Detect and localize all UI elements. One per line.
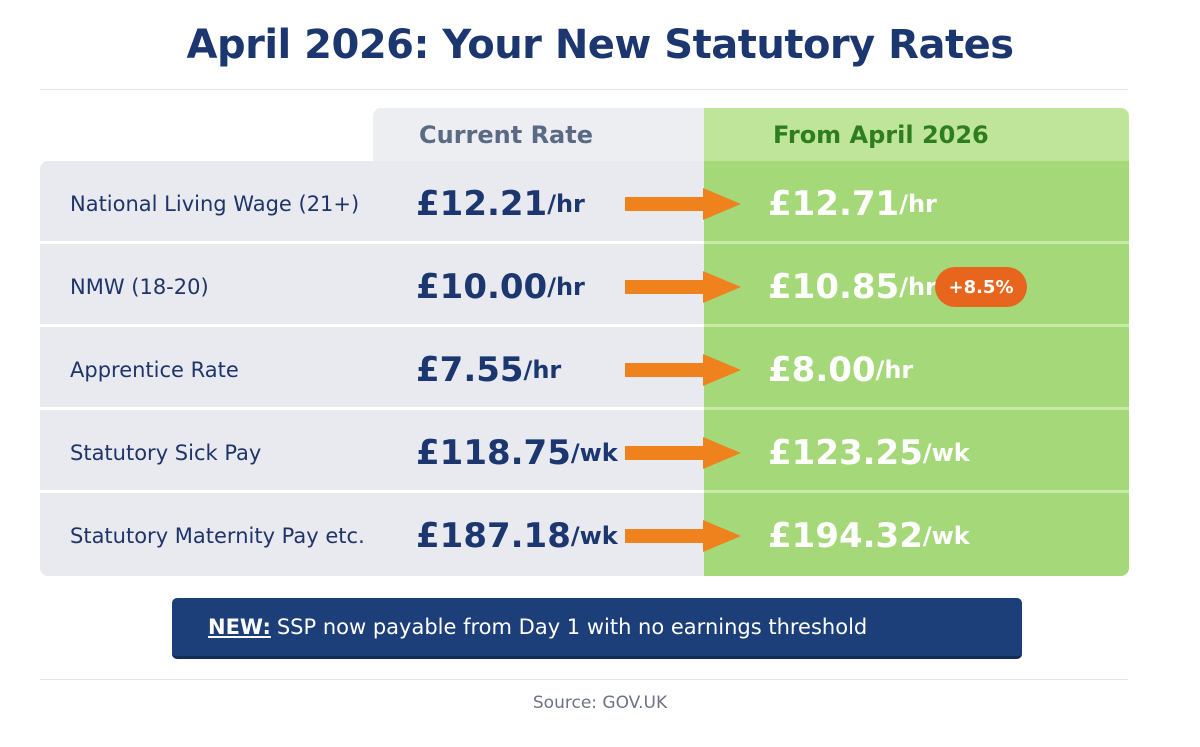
row-separator <box>40 324 1129 327</box>
increase-badge: +8.5% <box>935 267 1027 307</box>
column-header-current: Current Rate <box>373 108 704 161</box>
current-rate-value: £7.55 <box>416 350 524 390</box>
new-rate: £12.71/hr <box>768 164 937 244</box>
row-label: Statutory Maternity Pay etc. <box>70 524 365 548</box>
current-rate: £187.18/wk <box>416 496 618 576</box>
column-header-new: From April 2026 <box>704 108 1129 161</box>
new-rate-unit: /wk <box>922 439 970 467</box>
new-rate-value: £123.25 <box>768 433 923 473</box>
current-rate-value: £12.21 <box>416 184 548 224</box>
rates-table: Current Rate From April 2026 National Li… <box>40 108 1129 576</box>
new-rate: £194.32/wk <box>768 496 970 576</box>
row-separator <box>704 407 1129 410</box>
new-rate-unit: /hr <box>899 273 937 301</box>
ssp-notice-banner: NEW: SSP now payable from Day 1 with no … <box>172 598 1022 659</box>
current-rate-unit: /hr <box>523 356 562 384</box>
row-separator <box>40 407 1129 410</box>
row-separator <box>40 490 1129 493</box>
top-divider <box>40 89 1128 90</box>
bottom-divider <box>40 679 1128 680</box>
new-rate-value: £194.32 <box>768 516 923 556</box>
page-title: April 2026: Your New Statutory Rates <box>186 22 1015 68</box>
banner-new-label: NEW: <box>208 615 271 639</box>
table-row: Apprentice Rate £7.55/hr £8.00/hr <box>40 330 1129 410</box>
arrow-right-icon <box>625 188 741 220</box>
arrow-right-icon <box>625 271 741 303</box>
current-rate-value: £10.00 <box>416 267 548 307</box>
row-separator <box>704 490 1129 493</box>
row-label: National Living Wage (21+) <box>70 192 360 216</box>
row-separator <box>704 324 1129 327</box>
source-caption: Source: GOV.UK <box>532 693 668 713</box>
current-rate-unit: /hr <box>547 273 585 301</box>
current-rate: £118.75/wk <box>416 413 618 493</box>
new-rate-unit: /hr <box>899 190 937 218</box>
table-row: National Living Wage (21+) £12.21/hr £12… <box>40 164 1129 244</box>
arrow-right-icon <box>625 437 741 469</box>
new-rate: £8.00/hr <box>768 330 913 410</box>
new-rate: £10.85/hr <box>768 247 937 327</box>
current-rate-unit: /hr <box>547 190 585 218</box>
new-rate: £123.25/wk <box>768 413 970 493</box>
current-rate-unit: /wk <box>570 522 618 550</box>
current-rate: £10.00/hr <box>416 247 585 327</box>
new-rate-value: £10.85 <box>768 267 900 307</box>
banner-text: SSP now payable from Day 1 with no earni… <box>276 615 868 639</box>
new-rate-unit: /wk <box>922 522 970 550</box>
current-rate-value: £187.18 <box>416 516 571 556</box>
new-rate-value: £8.00 <box>768 350 876 390</box>
table-row: Statutory Maternity Pay etc. £187.18/wk … <box>40 496 1129 576</box>
row-separator <box>704 241 1129 244</box>
row-label: NMW (18-20) <box>70 275 209 299</box>
table-body-right <box>704 161 1129 576</box>
arrow-right-icon <box>625 354 741 386</box>
row-separator <box>40 241 1129 244</box>
arrow-right-icon <box>625 520 741 552</box>
current-rate-unit: /wk <box>570 439 618 467</box>
row-label: Statutory Sick Pay <box>70 441 262 465</box>
row-label: Apprentice Rate <box>70 358 239 382</box>
current-rate: £7.55/hr <box>416 330 561 410</box>
new-rate-value: £12.71 <box>768 184 900 224</box>
current-rate: £12.21/hr <box>416 164 585 244</box>
new-rate-unit: /hr <box>875 356 914 384</box>
table-body-left <box>40 161 704 576</box>
current-rate-value: £118.75 <box>416 433 571 473</box>
table-row: Statutory Sick Pay £118.75/wk £123.25/wk <box>40 413 1129 493</box>
table-row: NMW (18-20) £10.00/hr £10.85/hr +8.5% <box>40 247 1129 327</box>
